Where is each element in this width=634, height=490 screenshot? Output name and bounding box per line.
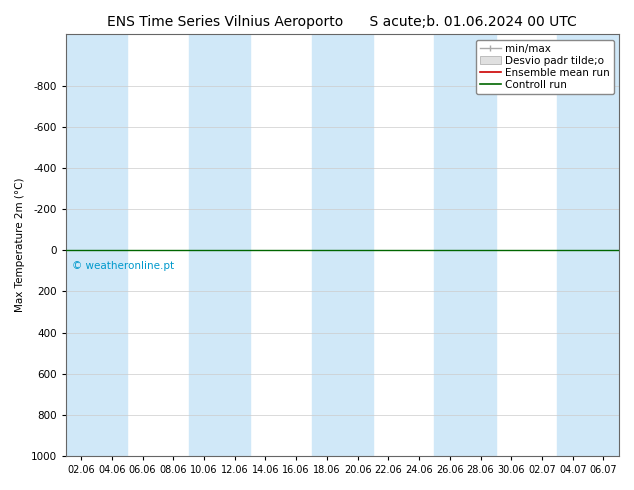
Bar — [434, 34, 496, 456]
Y-axis label: Max Temperature 2m (°C): Max Temperature 2m (°C) — [15, 178, 25, 313]
Bar — [557, 34, 619, 456]
Bar — [311, 34, 373, 456]
Legend: min/max, Desvio padr tilde;o, Ensemble mean run, Controll run: min/max, Desvio padr tilde;o, Ensemble m… — [476, 40, 614, 94]
Text: © weatheronline.pt: © weatheronline.pt — [72, 261, 174, 270]
Bar — [66, 34, 127, 456]
Title: ENS Time Series Vilnius Aeroporto      S acute;b. 01.06.2024 00 UTC: ENS Time Series Vilnius Aeroporto S acut… — [107, 15, 577, 29]
Bar — [189, 34, 250, 456]
